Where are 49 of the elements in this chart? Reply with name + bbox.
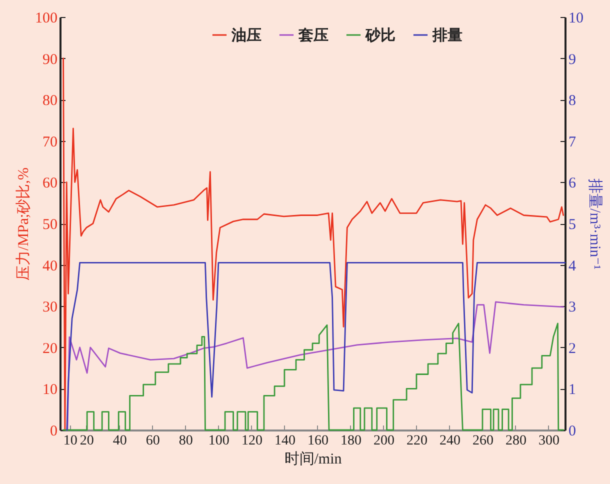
y-tick-label: 0	[50, 424, 58, 440]
x-axis-title: 时间/min	[284, 450, 342, 468]
y2-tick-label: 3	[568, 300, 576, 316]
y2-tick-label: 5	[568, 217, 576, 233]
y2-tick-label: 7	[568, 134, 576, 150]
x-tick-label: 280	[505, 434, 526, 448]
legend-label: 套压	[298, 27, 328, 44]
y2-tick-label: 8	[568, 93, 576, 110]
x-tick-label: 300	[538, 434, 560, 448]
x-tick-label: 100	[208, 434, 230, 448]
y-axis-title: 压力/MPa;砂比,%	[15, 168, 32, 280]
line-series	[62, 58, 564, 431]
line-series	[66, 301, 564, 431]
x-tick-label: 140	[274, 434, 296, 448]
y2-tick-label: 9	[568, 52, 576, 68]
x-tick-label: 60	[146, 434, 160, 448]
y2-tick-label: 2	[568, 340, 576, 357]
x-tick-label: 220	[406, 434, 428, 448]
y-tick-label: 100	[35, 10, 58, 26]
y2-tick-label: 4	[568, 258, 576, 274]
y2-tick-label: 1	[568, 382, 576, 398]
x-tick-label: 180	[340, 434, 362, 448]
x-tick-label: 80	[178, 434, 193, 448]
legend-label: 砂比	[364, 27, 396, 44]
y2-tick-label: 10	[568, 10, 584, 26]
y-tick-label: 60	[42, 176, 58, 192]
x-tick-label: 40	[112, 434, 127, 448]
y-tick-label: 20	[42, 340, 58, 357]
line-series	[66, 262, 566, 431]
x-tick-label: 160	[307, 434, 328, 448]
x-tick-label: 120	[241, 434, 262, 448]
y2-axis-title: 排量/m³·min⁻¹	[586, 178, 604, 270]
x-tick-label: 260	[472, 434, 494, 448]
legend-label: 排量	[432, 27, 462, 44]
y2-tick-label: 0	[568, 424, 576, 440]
y-tick-label: 80	[42, 93, 58, 110]
y-tick-label: 10	[42, 382, 58, 398]
y-tick-label: 40	[42, 258, 58, 274]
y-tick-label: 90	[42, 52, 58, 68]
line-series	[62, 322, 564, 431]
y-tick-label: 30	[42, 300, 58, 316]
x-tick-label: 240	[439, 434, 460, 448]
y-tick-label: 70	[42, 134, 58, 150]
y2-tick-label: 6	[568, 176, 576, 192]
y-tick-label: 50	[42, 217, 58, 233]
x-tick-label: 20	[80, 434, 94, 448]
x-tick-label: 200	[373, 434, 394, 448]
x-tick-label: 10	[63, 434, 78, 448]
legend-label: 油压	[230, 27, 262, 44]
